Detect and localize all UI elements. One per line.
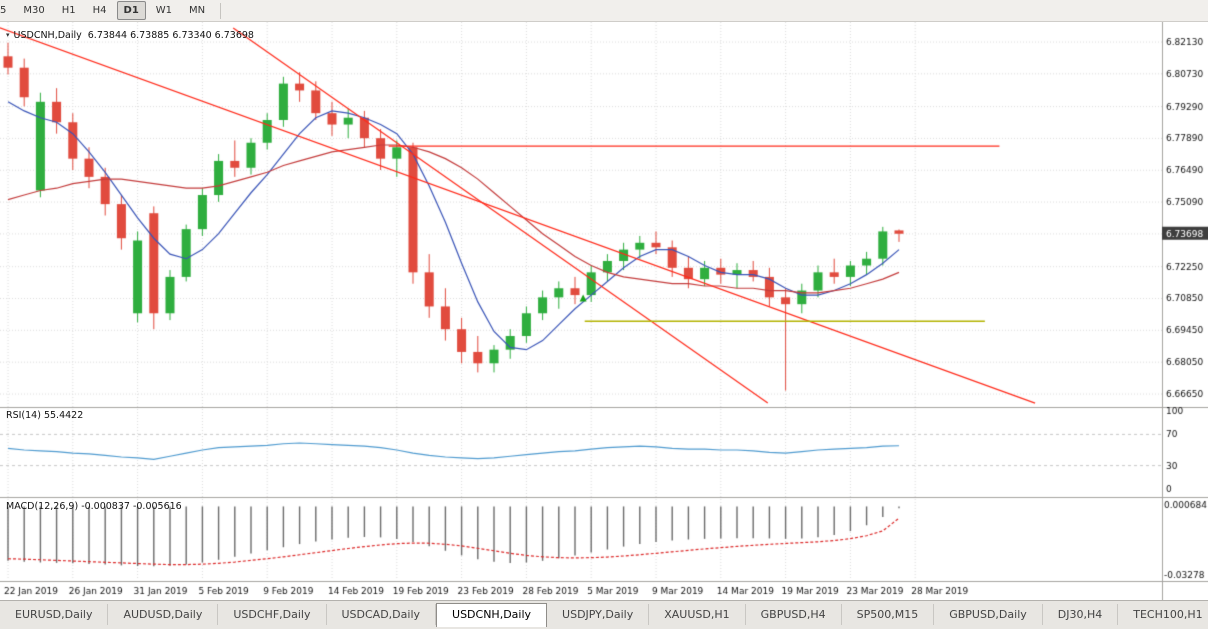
timeframe-button-mn[interactable]: MN [189, 5, 206, 16]
timeframe-button-5[interactable]: 5 [0, 5, 7, 16]
chart-tab-audusd-daily[interactable]: AUDUSD,Daily [108, 604, 219, 625]
chart-tab-tech100-h1[interactable]: TECH100,H1 [1118, 604, 1208, 625]
chart-tab-eurusd-daily[interactable]: EURUSD,Daily [0, 604, 109, 625]
chart-tab-bar: EURUSD,Daily AUDUSD,Daily USDCHF,Daily USDC… [0, 600, 1208, 629]
chart-tab-usdchf-daily[interactable]: USDCHF,Daily [218, 604, 327, 625]
chart-tab-gbpusd-h4[interactable]: GBPUSD,H4 [745, 604, 842, 625]
chart-tab-dj30-h4[interactable]: DJ30,H4 [1042, 604, 1119, 625]
timeframe-button-h1[interactable]: H1 [61, 5, 76, 16]
chart-tab-gbpusd-daily[interactable]: GBPUSD,Daily [934, 604, 1043, 625]
chart-tab-usdjpy-daily[interactable]: USDJPY,Daily [547, 604, 650, 625]
timeframe-button-h4[interactable]: H4 [92, 5, 107, 16]
chart-canvas[interactable] [0, 22, 1208, 600]
chart-tab-xauusd-h1[interactable]: XAUUSD,H1 [649, 604, 746, 625]
timeframe-toolbar: 5 M30 H1 H4 D1 W1 MN [0, 0, 1208, 22]
chart-tab-sp500-m15[interactable]: SP500,M15 [841, 604, 935, 625]
timeframe-button-d1[interactable]: D1 [116, 1, 146, 20]
chart-tab-usdcnh-daily[interactable]: USDCNH,Daily [436, 603, 548, 627]
timeframe-button-m30[interactable]: M30 [23, 5, 45, 16]
chart-tab-usdcad-daily[interactable]: USDCAD,Daily [326, 604, 437, 625]
timeframe-button-w1[interactable]: W1 [155, 5, 173, 16]
toolbar-separator [220, 2, 222, 19]
